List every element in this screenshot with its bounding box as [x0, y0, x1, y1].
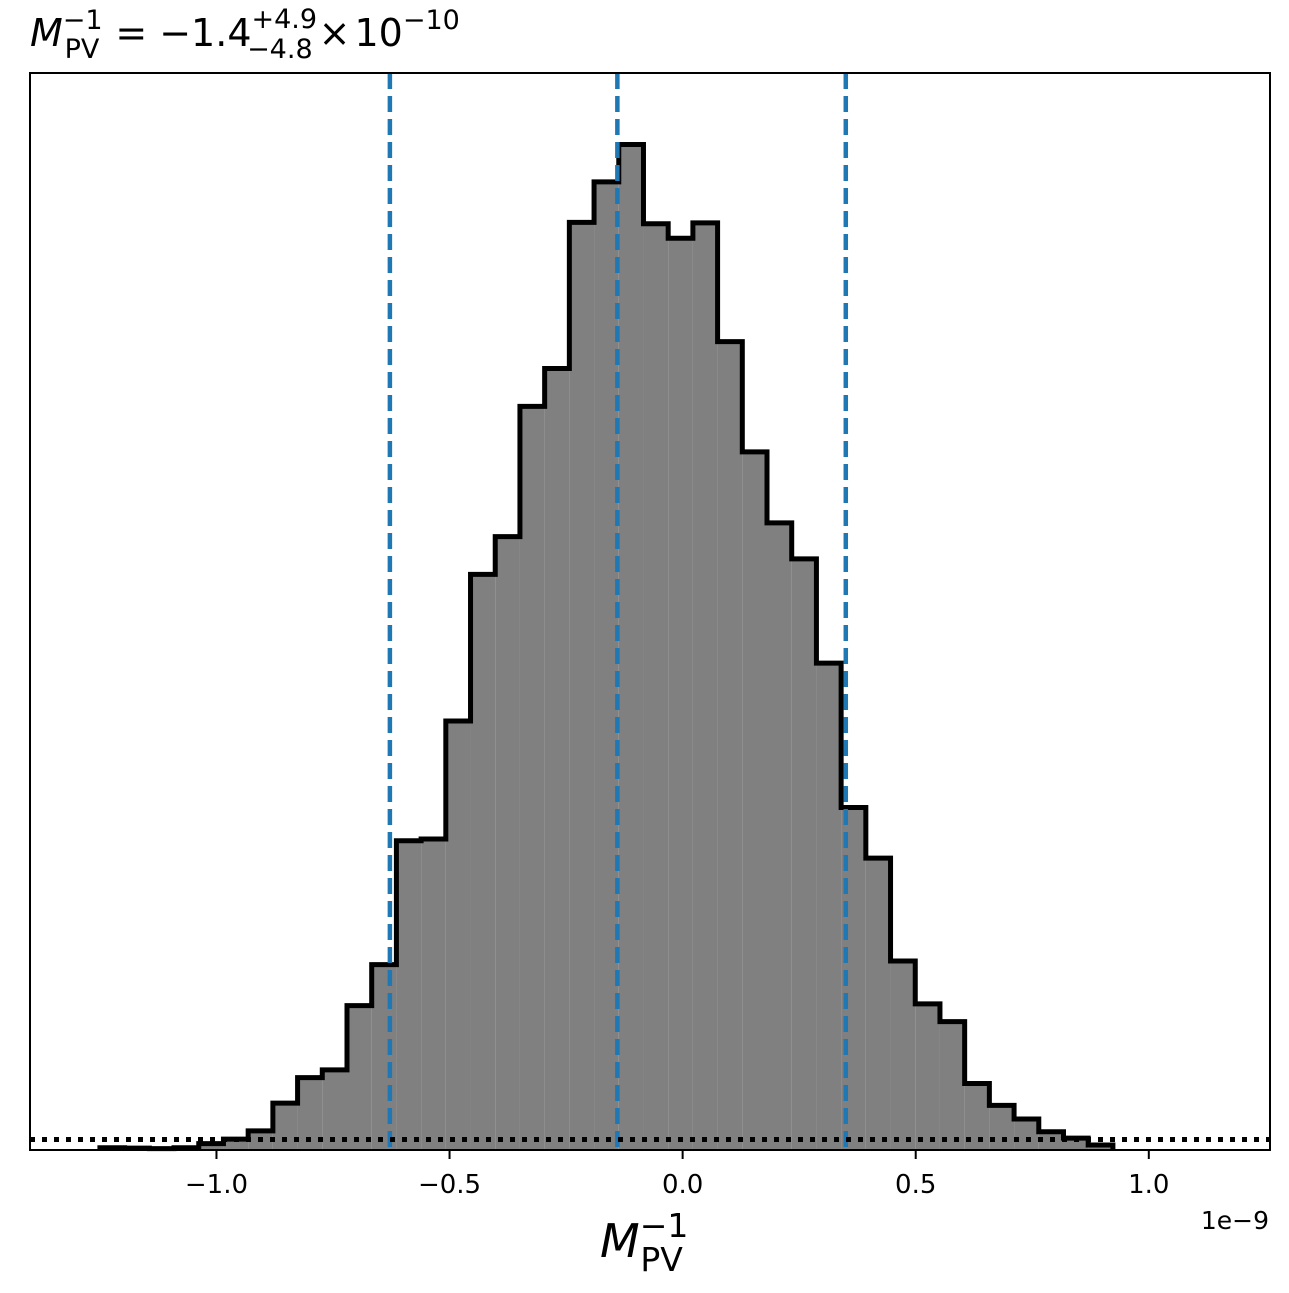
histogram-bar	[594, 181, 619, 1150]
x-tick-label: 1.0	[1128, 1170, 1169, 1200]
quantile-lines	[387, 73, 849, 1150]
histogram-bar	[767, 522, 792, 1150]
histogram-bar	[1014, 1119, 1039, 1150]
x-tick-label: 0.5	[895, 1170, 936, 1200]
histogram-bar	[816, 663, 842, 1150]
histogram-bar	[618, 144, 644, 1150]
x-tick-label: −1.0	[185, 1170, 248, 1200]
title-err-plus: +4.9	[252, 4, 318, 35]
title-value: −1.4	[159, 11, 251, 55]
histogram-bar	[1088, 1144, 1113, 1150]
histogram-bar	[939, 1021, 965, 1150]
plot-frame	[29, 72, 1271, 1151]
histogram-bar	[396, 840, 422, 1150]
histogram-bar	[569, 222, 595, 1150]
x-tick-label: 0.0	[662, 1170, 703, 1200]
histogram-bar	[692, 222, 718, 1151]
xlabel-sub: PV	[640, 1240, 683, 1279]
title-times: ×	[319, 11, 351, 55]
histogram-bar	[198, 1143, 224, 1150]
title-symbol-sup: −1	[63, 5, 103, 36]
histogram-bar	[1063, 1138, 1089, 1150]
histogram-outline	[97, 141, 1116, 1152]
title-equals: =	[115, 11, 147, 55]
histogram-bar	[519, 406, 545, 1150]
histogram-bar	[791, 558, 817, 1150]
histogram-bar	[322, 1069, 347, 1150]
histogram-bar	[445, 721, 471, 1150]
x-tick-label: −0.5	[418, 1170, 481, 1200]
chart-title: M−1 PV = −1.4+4.9 −4.8 × 10−10	[30, 4, 460, 65]
histogram-bar	[865, 858, 891, 1150]
histogram-bar	[915, 1003, 940, 1150]
title-symbol: M	[30, 11, 63, 55]
histogram-bar	[223, 1139, 249, 1150]
histogram-bar	[495, 536, 520, 1150]
histogram-bar	[643, 223, 669, 1150]
histogram-bar	[470, 574, 496, 1150]
histogram-bar	[717, 341, 743, 1150]
title-scale-exp: −10	[403, 5, 460, 36]
title-symbol-sub: PV	[65, 34, 100, 65]
xlabel-symbol: M	[600, 1214, 640, 1268]
title-scale-base: 10	[354, 11, 402, 55]
histogram-bar	[668, 238, 693, 1150]
x-axis-ticks: −1.0 −0.5 0.0 0.5 1.0	[185, 1150, 1169, 1200]
histogram	[97, 141, 1116, 1152]
axis-offset-text: 1e−9	[1201, 1206, 1269, 1235]
title-err-minus: −4.8	[247, 34, 313, 65]
histogram-bar	[272, 1103, 298, 1150]
histogram-bar	[890, 961, 916, 1150]
histogram-bar	[989, 1105, 1015, 1150]
histogram-bar	[346, 1005, 372, 1150]
xlabel-sup: −1	[640, 1206, 689, 1245]
histogram-bar	[544, 368, 570, 1150]
histogram-bar	[371, 964, 397, 1150]
histogram-bar	[421, 838, 446, 1150]
x-axis-label: M−1 PV	[600, 1206, 688, 1279]
histogram-bar	[742, 451, 768, 1151]
